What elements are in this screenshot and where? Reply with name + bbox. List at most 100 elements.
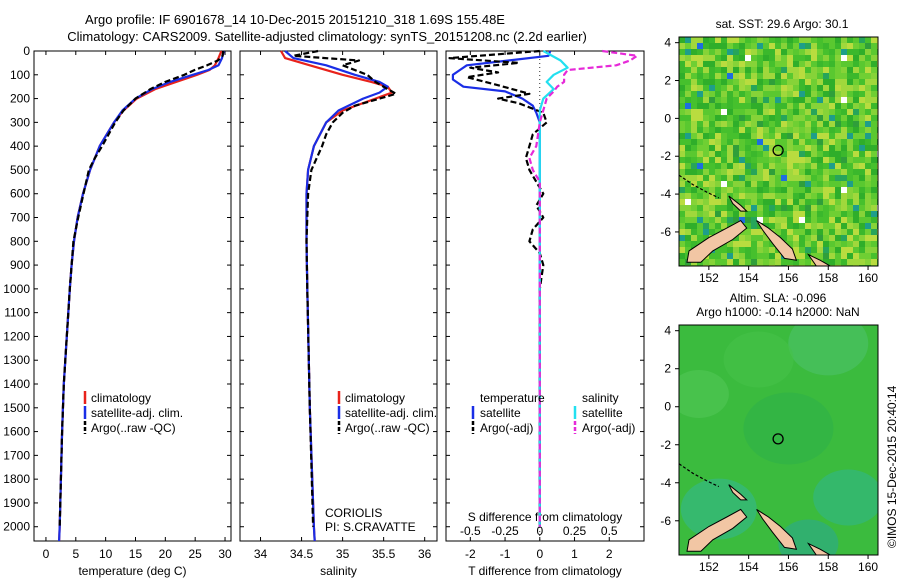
sst-cell [835,61,842,68]
x-tick-label: 10 [99,547,113,561]
sst-cell [805,247,812,254]
sst-cell [757,91,764,98]
sst-cell [805,187,812,194]
sst-cell [691,97,698,104]
sst-cell [793,259,800,266]
sst-cell [715,247,722,254]
sst-cell [697,79,704,86]
legend-label-climatology: climatology [91,391,151,405]
sst-cell [835,181,842,188]
sst-cell [841,169,848,176]
sst-cell [703,79,710,86]
sst-cell [793,235,800,242]
sst-cell [703,199,710,206]
sst-cell [763,49,770,56]
sst-cell [805,91,812,98]
sst-cell [721,175,728,182]
sst-cell [751,97,758,104]
sst-cell [865,133,872,140]
sst-cell [841,79,848,86]
sst-cell [679,103,686,110]
sst-cell [685,211,692,218]
sst-cell [775,97,782,104]
sst-cell [793,151,800,158]
sst-cell [787,67,794,74]
sst-cell [727,247,734,254]
sst-cell [775,139,782,146]
sst-cell [781,97,788,104]
sst-cell [709,103,716,110]
x-tick-label: 25 [189,547,203,561]
sst-cell [745,175,752,182]
sst-cell [853,169,860,176]
sst-cell [823,259,830,266]
sst-cell [865,175,872,182]
sst-cell [763,205,770,212]
sst-field [679,37,878,266]
sst-cell [739,181,746,188]
sst-cell [751,169,758,176]
x-tick-label: 34.5 [290,547,314,561]
sst-cell [799,79,806,86]
sst-cell [811,79,818,86]
sst-cell [793,157,800,164]
sst-cell [721,181,728,188]
sst-cell [775,103,782,110]
sst-cell [739,253,746,260]
sst-cell [697,193,704,200]
sst-cell [811,85,818,92]
sst-cell [691,79,698,86]
sst-cell [799,133,806,140]
sst-cell [817,247,824,254]
sst-cell [757,67,764,74]
sst-cell [793,103,800,110]
sst-cell [823,61,830,68]
sst-cell [727,145,734,152]
sst-cell [679,73,686,80]
sst-cell [715,67,722,74]
sst-cell [745,67,752,74]
sst-cell [865,43,872,50]
sst-cell [841,241,848,248]
sst-cell [745,55,752,62]
land-polygon [728,484,748,501]
sst-cell [793,97,800,104]
sst-cell [799,61,806,68]
sst-cell [685,145,692,152]
sst-cell [799,199,806,206]
sst-cell [685,43,692,50]
sst-cell [751,205,758,212]
sst-cell [847,79,854,86]
sst-cell [697,67,704,74]
map-x-tick-label: 158 [818,560,838,574]
sst-cell [865,217,872,224]
sst-cell [835,217,842,224]
sst-cell [865,211,872,218]
sst-cell [697,49,704,56]
sst-cell [733,103,740,110]
sst-cell [697,235,704,242]
land-polygon [728,195,748,212]
sst-cell [685,49,692,56]
sst-cell [757,199,764,206]
sst-cell [865,115,872,122]
sst-cell [871,115,878,122]
sst-cell [811,253,818,260]
sst-cell [835,235,842,242]
sst-cell [811,121,818,128]
sst-cell [811,193,818,200]
sst-cell [727,193,734,200]
temperature-legend: climatology satellite-adj. clim. Argo(..… [83,391,183,435]
sst-cell [793,181,800,188]
sst-cell [781,199,788,206]
sst-cell [757,211,764,218]
sst-cell [793,211,800,218]
sst-cell [757,73,764,80]
sst-cell [817,55,824,62]
x-tick-label: 35 [336,547,350,561]
sst-cell [763,115,770,122]
sst-cell [685,169,692,176]
sst-cell [709,229,716,236]
sst-cell [715,145,722,152]
sst-cell [787,79,794,86]
